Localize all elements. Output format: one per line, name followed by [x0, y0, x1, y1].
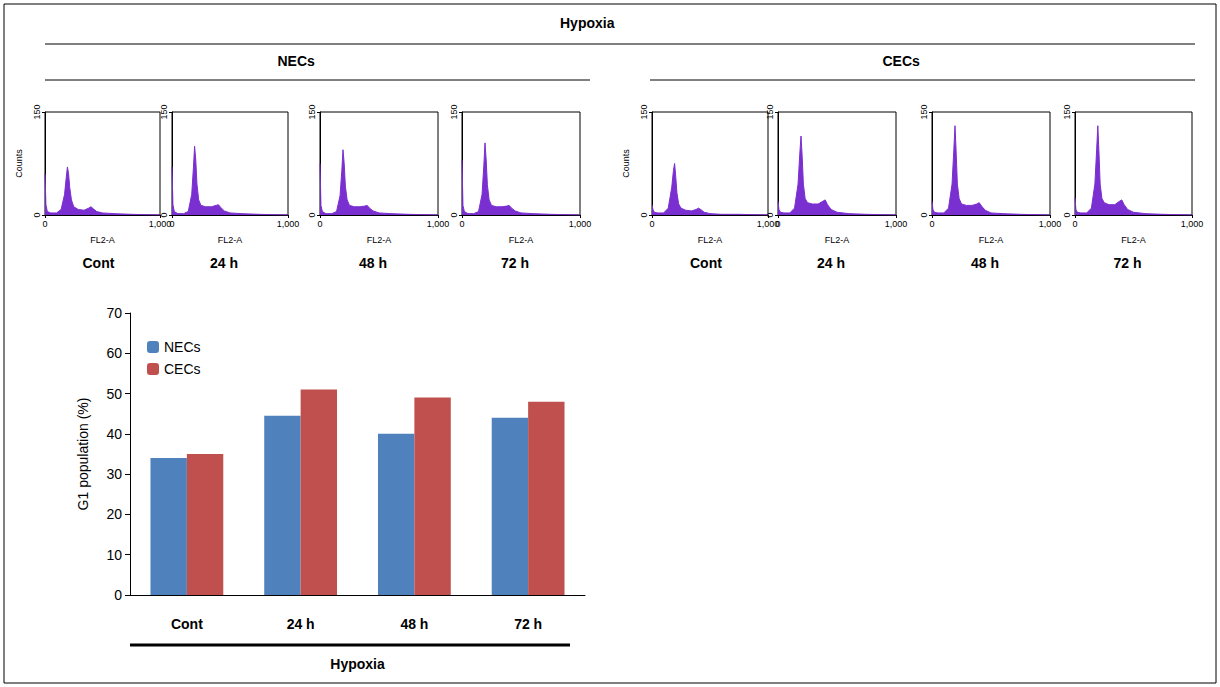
svg-text:70: 70 — [106, 305, 122, 321]
svg-text:Cont: Cont — [690, 255, 722, 271]
svg-text:1,000: 1,000 — [885, 219, 908, 229]
svg-text:150: 150 — [919, 104, 929, 119]
svg-text:G1 population (%): G1 population (%) — [75, 398, 91, 511]
svg-text:CECs: CECs — [883, 53, 921, 69]
svg-text:72 h: 72 h — [514, 616, 542, 632]
svg-text:1,000: 1,000 — [149, 219, 172, 229]
svg-text:Cont: Cont — [171, 616, 203, 632]
svg-text:10: 10 — [106, 547, 122, 563]
svg-text:30: 30 — [106, 466, 122, 482]
svg-text:150: 150 — [1062, 104, 1072, 119]
svg-text:FL2-A: FL2-A — [825, 235, 850, 245]
svg-text:Counts: Counts — [14, 149, 24, 178]
svg-text:150: 150 — [32, 104, 42, 119]
svg-text:20: 20 — [106, 506, 122, 522]
svg-text:Hypoxia: Hypoxia — [560, 15, 615, 31]
svg-text:48 h: 48 h — [400, 616, 428, 632]
svg-text:0: 0 — [1072, 219, 1077, 229]
svg-text:1,000: 1,000 — [756, 218, 780, 229]
svg-text:24 h: 24 h — [287, 616, 315, 632]
svg-text:1,000: 1,000 — [1039, 219, 1062, 229]
svg-text:Hypoxia: Hypoxia — [330, 656, 385, 672]
svg-text:0: 0 — [649, 219, 654, 229]
svg-text:40: 40 — [106, 426, 122, 442]
svg-text:FL2-A: FL2-A — [367, 235, 392, 245]
svg-text:72 h: 72 h — [1114, 255, 1142, 271]
svg-text:NECs: NECs — [164, 339, 201, 355]
svg-text:0: 0 — [459, 219, 464, 229]
svg-text:0: 0 — [42, 219, 47, 229]
svg-text:24 h: 24 h — [210, 255, 238, 271]
svg-text:FL2-A: FL2-A — [1121, 235, 1146, 245]
svg-text:1,000: 1,000 — [1181, 219, 1204, 229]
svg-text:60: 60 — [106, 345, 122, 361]
svg-text:1,000: 1,000 — [427, 219, 450, 229]
svg-text:0: 0 — [1062, 212, 1072, 217]
svg-text:0: 0 — [449, 212, 459, 217]
svg-text:1,000: 1,000 — [277, 219, 300, 229]
svg-text:FL2-A: FL2-A — [698, 235, 723, 245]
svg-text:Counts: Counts — [621, 149, 631, 178]
svg-text:0: 0 — [775, 219, 780, 229]
svg-text:FL2-A: FL2-A — [218, 235, 243, 245]
svg-text:0: 0 — [158, 212, 169, 218]
svg-text:0: 0 — [114, 587, 122, 603]
svg-text:150: 150 — [307, 104, 317, 119]
svg-text:48 h: 48 h — [971, 255, 999, 271]
svg-text:150: 150 — [639, 104, 649, 119]
svg-text:24 h: 24 h — [817, 255, 845, 271]
svg-text:72 h: 72 h — [501, 255, 529, 271]
svg-text:CECs: CECs — [164, 361, 201, 377]
svg-text:0: 0 — [169, 219, 174, 229]
svg-text:1,000: 1,000 — [569, 219, 592, 229]
svg-text:150: 150 — [765, 104, 775, 119]
svg-text:FL2-A: FL2-A — [509, 235, 534, 245]
svg-text:0: 0 — [307, 212, 317, 217]
svg-text:50: 50 — [106, 386, 122, 402]
svg-text:0: 0 — [32, 212, 42, 217]
svg-text:FL2-A: FL2-A — [979, 235, 1004, 245]
svg-text:150: 150 — [159, 104, 169, 119]
svg-text:0: 0 — [929, 219, 934, 229]
svg-text:FL2-A: FL2-A — [90, 235, 115, 245]
svg-text:0: 0 — [764, 212, 775, 218]
svg-text:0: 0 — [317, 219, 322, 229]
svg-text:0: 0 — [919, 212, 929, 217]
svg-text:NECs: NECs — [278, 53, 316, 69]
svg-text:150: 150 — [449, 104, 459, 119]
svg-text:0: 0 — [639, 212, 649, 217]
svg-text:48 h: 48 h — [359, 255, 387, 271]
svg-text:Cont: Cont — [83, 255, 115, 271]
